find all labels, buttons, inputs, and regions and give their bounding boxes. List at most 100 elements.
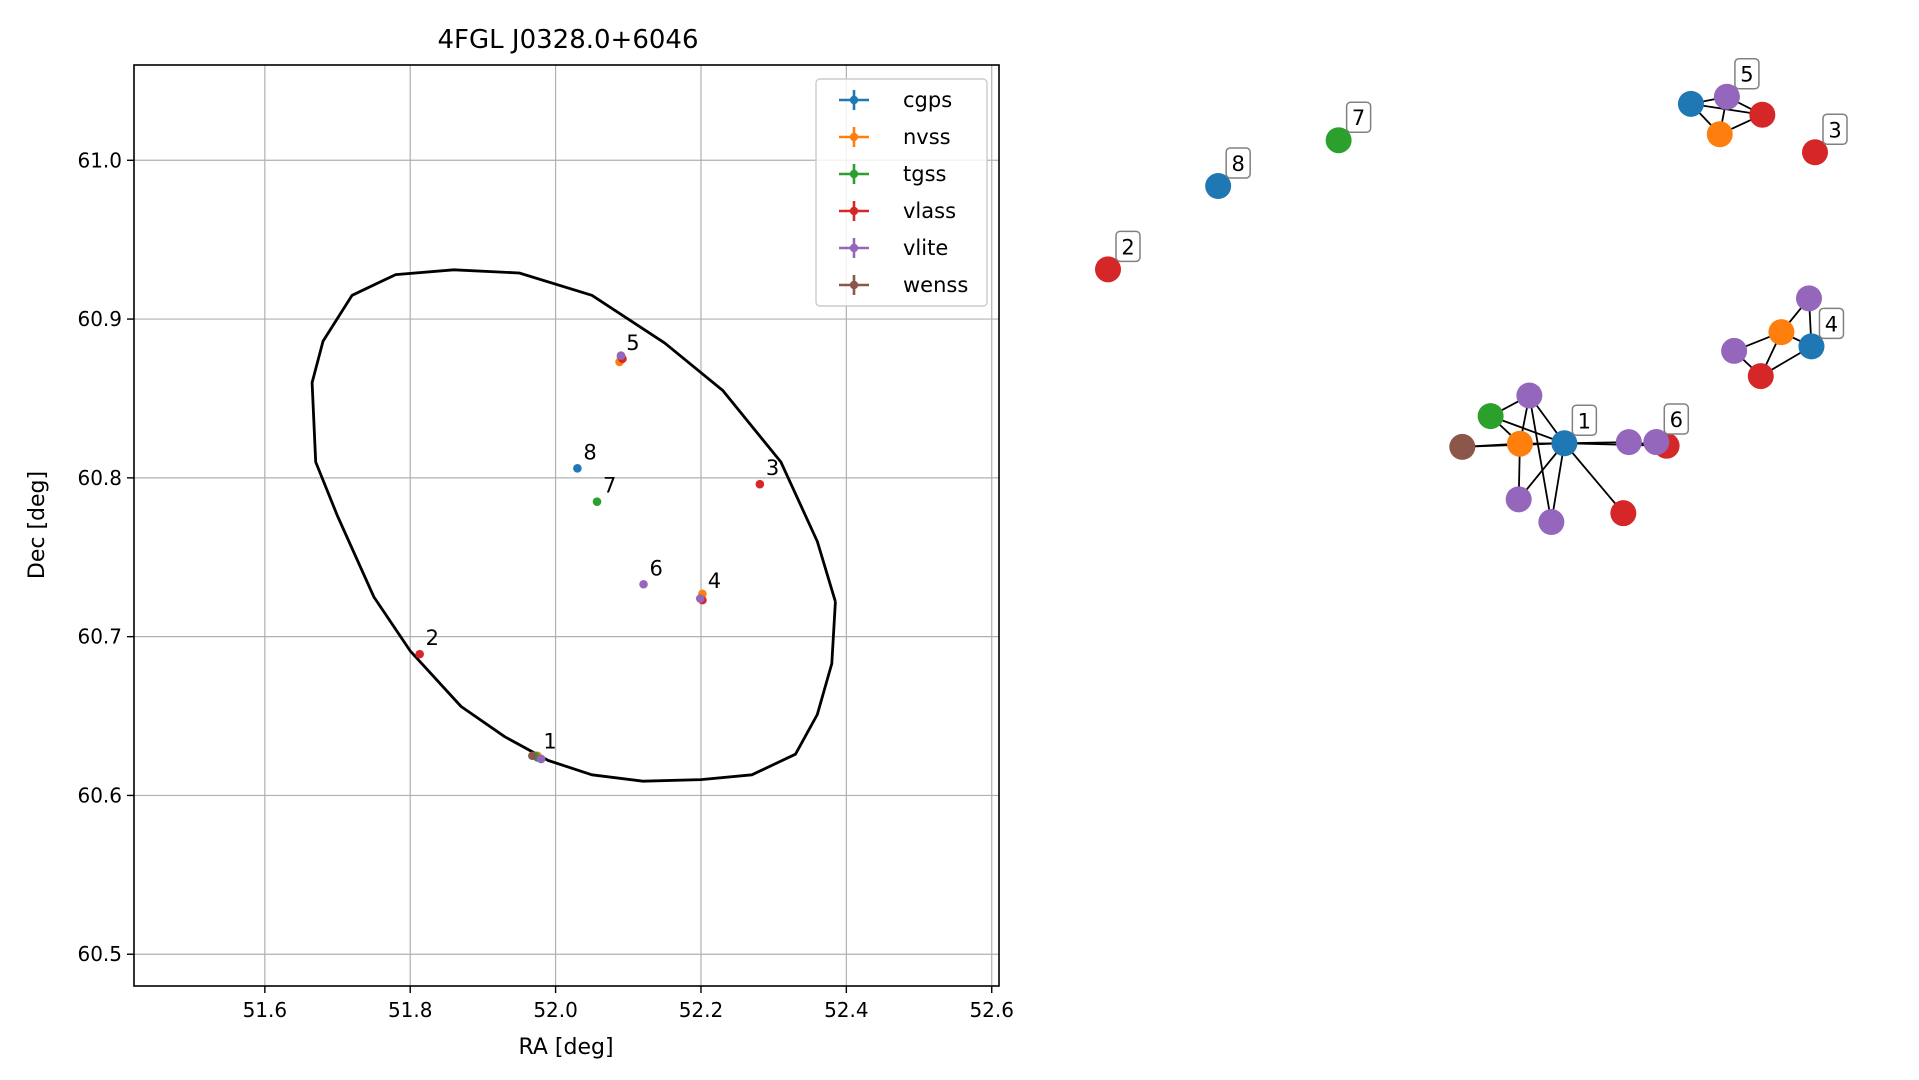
point-annotations: 1 2 3 4 5 6 78 [426, 331, 780, 754]
graph-label-text: 6 [1670, 408, 1683, 432]
y-axis-ticks: 60.5 60.6 60.7 60.8 60.9 61.0 [77, 148, 134, 966]
graph-node [1506, 430, 1533, 457]
graph-label-text: 8 [1231, 152, 1244, 176]
legend-label-cgps: cgps [903, 88, 952, 112]
graph-node [1325, 127, 1352, 154]
x-tick-label: 52.2 [679, 998, 724, 1022]
y-axis-label: Dec [deg] [25, 471, 50, 579]
graph-label-box [1225, 147, 1251, 179]
point-label: 6 [650, 556, 663, 580]
point-label: 7 [603, 474, 616, 498]
graph-node-label: 4 [1818, 307, 1845, 340]
legend-label-vlass: vlass [903, 199, 956, 223]
graph-node [1516, 382, 1543, 409]
graph-label-box [1818, 307, 1845, 340]
graph-node-label: 1 [1571, 404, 1598, 437]
graph-label-box [1822, 113, 1848, 146]
graph-label-box [1345, 101, 1372, 133]
legend: cgps nvss tgss vlass vlite wenss [815, 78, 988, 307]
graph-node [1713, 83, 1740, 110]
graph-node [1768, 319, 1795, 346]
graph-node-label: 7 [1345, 101, 1372, 133]
graph-edge [1563, 442, 1625, 514]
x-tick-label: 51.8 [388, 998, 433, 1022]
y-tick-label: 60.7 [77, 625, 122, 649]
point-cgps [573, 464, 582, 473]
y-tick-label: 60.6 [77, 783, 122, 807]
graph-node [1615, 429, 1642, 456]
graph-label-box [1734, 57, 1760, 90]
graph-node [1551, 430, 1578, 457]
graph-node [1721, 337, 1748, 364]
legend-dot-vlite [849, 243, 859, 253]
chart-title: 4FGL J0328.0+6046 [438, 25, 699, 55]
point-vlass [415, 649, 424, 659]
graph-node [1749, 101, 1776, 128]
x-tick-label: 52.4 [824, 998, 869, 1022]
graph-edge [1550, 443, 1566, 523]
point-label: 3 [766, 456, 779, 480]
graph-label-text: 1 [1578, 409, 1591, 433]
point-vlite [616, 351, 626, 360]
legend-label-tgss: tgss [903, 162, 946, 186]
graph-node [1477, 403, 1504, 430]
legend-dot-vlass [849, 206, 859, 216]
graph-label-text: 4 [1825, 312, 1838, 336]
graph-node-labels: 1 2 3 4 5 6 7 8 [1115, 57, 1848, 437]
graph-node [1802, 139, 1828, 166]
x-tick-label: 51.6 [243, 998, 288, 1022]
legend-dot-cgps [849, 95, 859, 105]
point-label: 8 [583, 440, 596, 464]
data-points [415, 351, 765, 764]
x-tick-label: 52.0 [533, 998, 578, 1022]
graph-node [1706, 121, 1733, 148]
graph-node-label: 3 [1822, 113, 1848, 146]
graph-node [1449, 433, 1476, 460]
graph-edge [1528, 395, 1553, 523]
point-vlite [695, 594, 705, 603]
graph-node [1205, 173, 1232, 200]
legend-label-wenss: wenss [903, 273, 968, 297]
graph-label-text: 5 [1740, 63, 1753, 87]
y-tick-label: 60.9 [77, 307, 122, 331]
graph-label-text: 3 [1828, 118, 1841, 142]
graph-node-label: 6 [1663, 403, 1690, 435]
graph-node-label: 8 [1225, 147, 1251, 179]
y-tick-label: 60.5 [77, 942, 122, 966]
x-tick-label: 52.6 [969, 998, 1014, 1022]
error-ellipse [310, 268, 837, 783]
graph-node [1095, 256, 1121, 283]
graph-label-text: 2 [1121, 235, 1134, 259]
graph-label-text: 7 [1352, 106, 1365, 130]
graph-node [1538, 509, 1565, 536]
legend-dot-wenss [849, 280, 859, 290]
legend-entries: cgps nvss tgss vlass vlite wenss [839, 88, 968, 297]
plot-frame [133, 64, 1000, 987]
graph-node-label: 2 [1115, 230, 1141, 263]
graph-node [1747, 363, 1774, 390]
legend-label-nvss: nvss [903, 125, 951, 149]
graph-node [1798, 333, 1825, 360]
network-panel: 1 2 3 4 5 6 7 8 [1095, 57, 1848, 536]
legend-dot-tgss [849, 169, 859, 179]
graph-label-box [1115, 230, 1141, 263]
x-axis-ticks: 51.6 51.8 52.0 52.2 52.4 52.6 [243, 986, 1014, 1022]
error-ellipse-layer [310, 268, 837, 783]
legend-dot-nvss [849, 132, 859, 142]
legend-box [815, 78, 988, 307]
graph-label-box [1571, 404, 1598, 437]
graph-node [1677, 90, 1704, 117]
graph-node [1643, 429, 1670, 456]
point-label: 5 [626, 331, 639, 355]
point-tgss [592, 497, 602, 506]
point-wenss [528, 751, 537, 761]
point-label: 2 [426, 626, 439, 650]
y-tick-label: 61.0 [77, 148, 122, 172]
graph-nodes [1095, 83, 1828, 536]
point-label: 4 [708, 569, 721, 593]
point-vlite [536, 754, 546, 764]
x-axis-label: RA [deg] [518, 1035, 613, 1060]
graph-node [1505, 486, 1532, 513]
